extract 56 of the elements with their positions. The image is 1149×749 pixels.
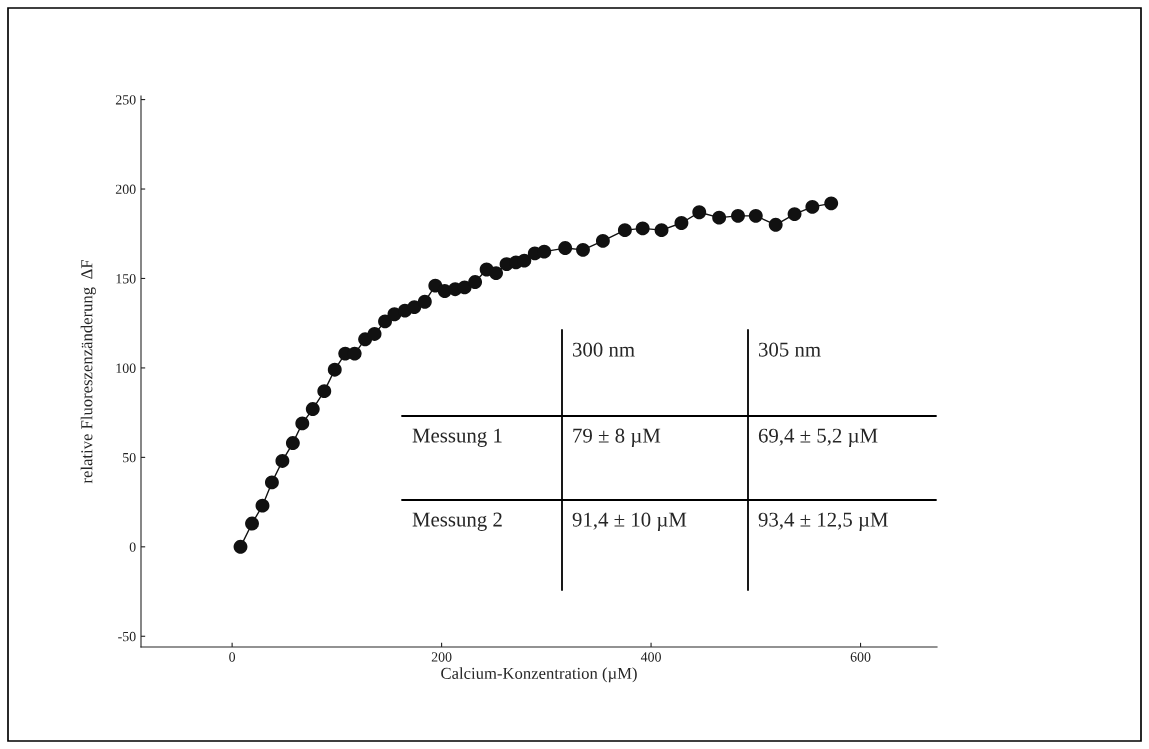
x-tick-label: 200: [431, 652, 452, 662]
point: [327, 362, 342, 377]
point: [233, 539, 248, 554]
point: [768, 217, 783, 232]
x-tick-label: 600: [850, 652, 871, 662]
y-tick-label: 200: [115, 184, 136, 194]
point: [805, 199, 820, 214]
point: [731, 208, 745, 223]
point: [517, 253, 532, 268]
annotation: 91,4 ± 10 µM: [572, 512, 687, 531]
point: [378, 314, 392, 329]
point: [347, 346, 362, 361]
point: [285, 436, 300, 450]
point: [264, 475, 279, 490]
annotation: 300 nm: [573, 342, 635, 357]
point: [317, 384, 332, 399]
point: [295, 416, 310, 431]
point: [654, 223, 669, 238]
point: [245, 516, 259, 531]
point: [595, 233, 610, 248]
y-tick-label: 100: [116, 363, 136, 373]
point: [537, 244, 552, 259]
point: [748, 208, 763, 223]
point: [255, 498, 270, 513]
annotation: 305 nm: [759, 342, 821, 357]
point: [468, 275, 483, 289]
annotation: 69,4 ± 5,2 µM: [758, 428, 878, 447]
y-tick-label: 50: [123, 452, 136, 463]
point: [305, 402, 320, 417]
point: [275, 454, 290, 468]
point: [367, 326, 382, 341]
x-tick-label: 0: [229, 652, 236, 662]
point: [489, 266, 503, 281]
x-tick-label: 400: [640, 652, 661, 662]
y-tick-label: 0: [129, 542, 136, 552]
annotation: 93,4 ± 12,5 µM: [758, 512, 888, 531]
point: [576, 242, 590, 257]
y-tick-label: 250: [115, 95, 136, 105]
point: [635, 221, 650, 236]
y-tick-label: -50: [118, 631, 136, 642]
point: [787, 207, 802, 222]
point: [558, 241, 573, 256]
y-axis-title: relative Fluoreszenzänderung ΔF: [80, 260, 96, 484]
annotation: Messung 2: [412, 512, 502, 531]
annotation: Messung 1: [412, 428, 502, 447]
point: [407, 300, 422, 315]
annotation: 79 ± 8 µM: [573, 428, 661, 447]
point: [674, 216, 689, 230]
x-axis-title: Calcium-Konzentration (µM): [441, 667, 637, 683]
point: [824, 196, 839, 211]
point: [417, 294, 432, 309]
point: [617, 223, 632, 238]
point: [712, 210, 727, 225]
point: [692, 205, 707, 220]
point: [457, 280, 472, 295]
y-tick-label: 150: [116, 274, 136, 284]
